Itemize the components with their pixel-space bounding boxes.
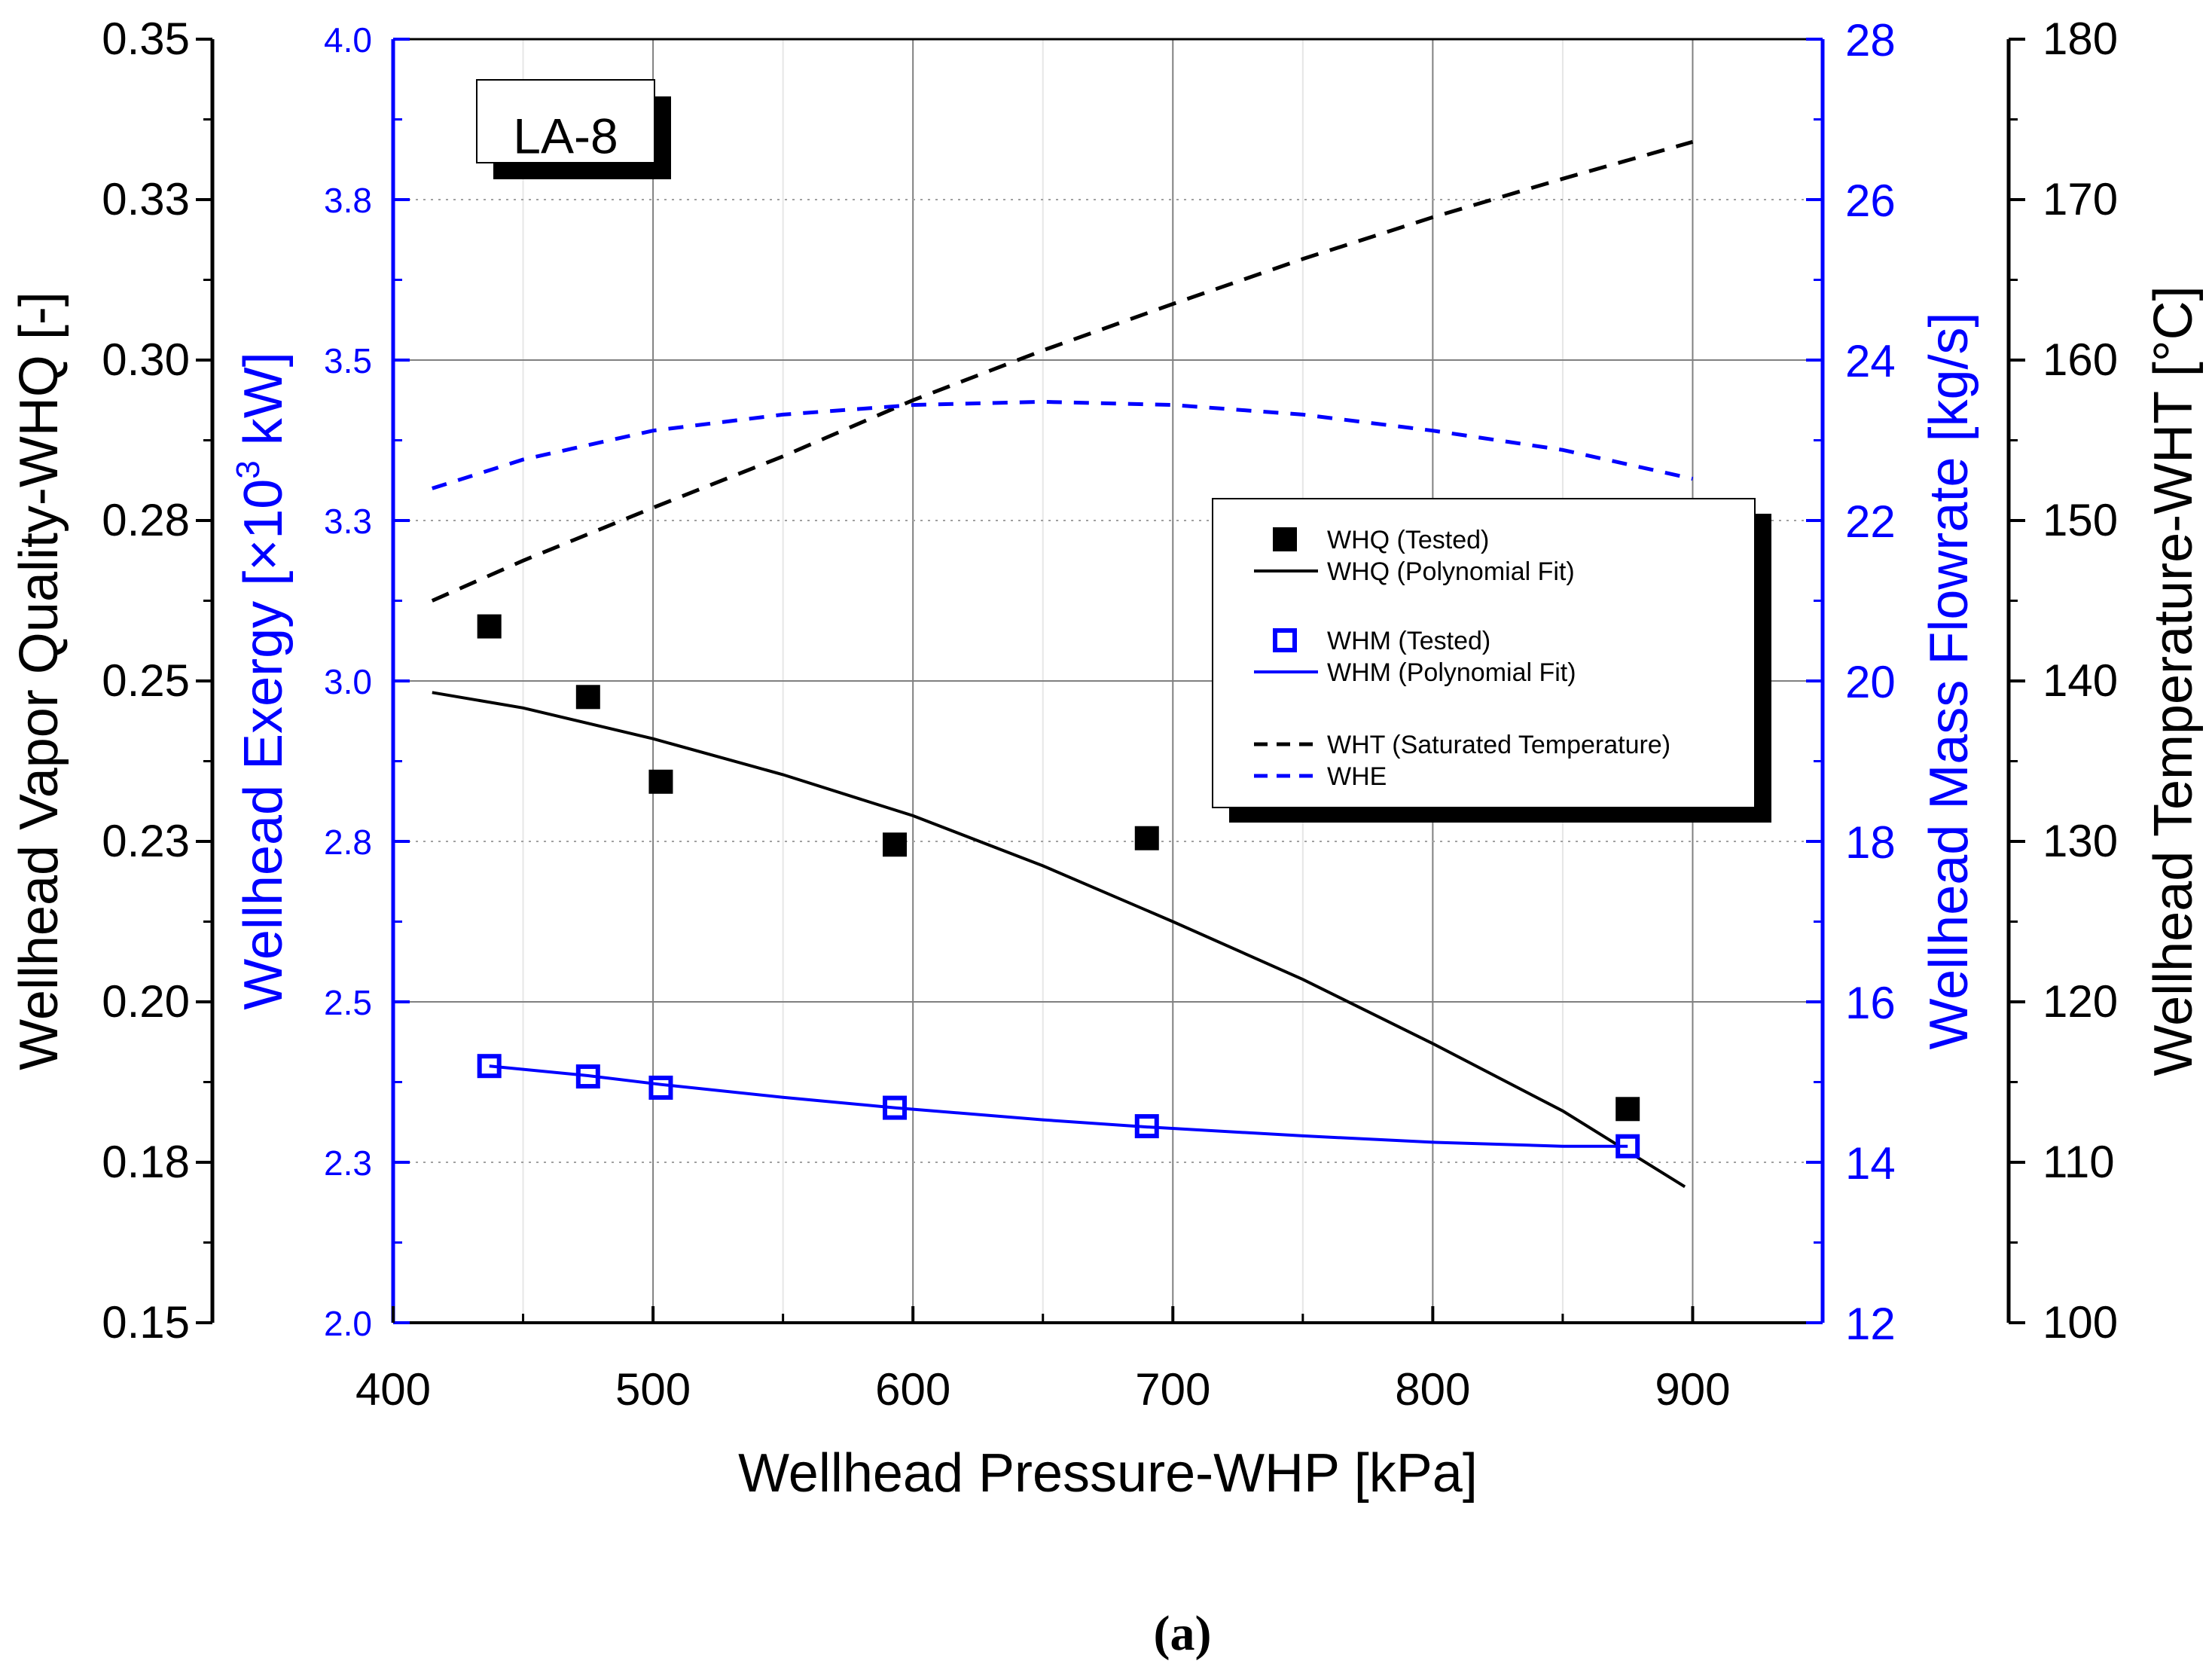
y-tick-label: 2.8 — [324, 823, 372, 862]
y-tick-label: 0.25 — [102, 655, 190, 706]
y-tick-label: 24 — [1845, 336, 1896, 386]
exergy-axis: 2.0 2.3 2.5 2.8 3.0 3.3 3.5 3.8 4.0 — [324, 20, 410, 1343]
data-point — [648, 1075, 673, 1100]
y-tick-label: 12 — [1845, 1299, 1896, 1349]
figure-caption: (a) — [1154, 1606, 1212, 1661]
series-layer — [431, 139, 1694, 1189]
y-tick-label: 2.3 — [324, 1143, 372, 1183]
y-tick-label: 2.0 — [324, 1304, 372, 1343]
x-tick-label: 900 — [1655, 1364, 1730, 1415]
series-line — [432, 691, 1686, 1189]
x-axis: 400 500 600 700 800 900 — [355, 1306, 1731, 1415]
y-tick-label: 180 — [2043, 14, 2118, 64]
y-tick-label: 130 — [2043, 816, 2118, 866]
x-axis-label: Wellhead Pressure-WHP [kPa] — [738, 1443, 1478, 1504]
y-tick-label: 14 — [1845, 1138, 1896, 1189]
legend-label: WHM (Polynomial Fit) — [1327, 658, 1576, 687]
legend-symbol — [1273, 628, 1297, 652]
x-tick-label: 700 — [1135, 1364, 1210, 1415]
left-axis: 0.15 0.18 0.20 0.23 0.25 0.28 0.30 0.33 0.35 — [102, 14, 215, 1348]
plot-label: LA-8 — [513, 108, 618, 163]
data-point — [1616, 1097, 1640, 1122]
y-tick-label: 2.5 — [324, 983, 372, 1022]
y-tick-label: 18 — [1845, 817, 1896, 868]
y-tick-label: 4.0 — [324, 20, 372, 60]
y-tick-label: 0.20 — [102, 976, 190, 1027]
y-tick-label: 0.15 — [102, 1297, 190, 1348]
x-tick-label: 500 — [615, 1364, 691, 1415]
data-point — [477, 614, 502, 639]
y-tick-label: 20 — [1845, 657, 1896, 707]
y-tick-label: 3.8 — [324, 181, 372, 220]
temperature-axis: 100 110 120 130 140 150 160 170 180 — [2006, 14, 2118, 1348]
y-tick-label: 160 — [2043, 334, 2118, 385]
mass-flowrate-axis: 12 14 16 18 20 22 24 26 28 — [1806, 15, 1896, 1349]
y-tick-label: 26 — [1845, 176, 1896, 226]
y-tick-label: 150 — [2043, 495, 2118, 545]
exergy-axis-label: Wellhead Exergy [×103 kW] — [230, 352, 294, 1010]
plot-frame — [393, 38, 1823, 1324]
y-tick-label: 0.28 — [102, 495, 190, 545]
y-tick-label: 0.30 — [102, 334, 190, 385]
y-tick-label: 3.0 — [324, 662, 372, 701]
y-tick-label: 120 — [2043, 976, 2118, 1027]
y-tick-label: 170 — [2043, 174, 2118, 224]
series-line — [431, 139, 1694, 603]
y-tick-label: 3.3 — [324, 502, 372, 541]
data-point — [648, 769, 673, 794]
y-tick-label: 0.33 — [102, 174, 190, 224]
y-tick-label: 0.35 — [102, 14, 190, 64]
y-tick-label: 28 — [1845, 15, 1896, 66]
mass-flowrate-axis-label: Wellhead Mass Flowrate [kg/s] — [1919, 312, 1979, 1049]
plot-label-box: LA-8 — [476, 79, 671, 179]
y-tick-label: 0.18 — [102, 1137, 190, 1187]
legend-label: WHT (Saturated Temperature) — [1327, 731, 1670, 759]
temperature-axis-label: Wellhead Temperature-WHT [°C] — [2143, 285, 2204, 1076]
legend-label: WHM (Tested) — [1327, 627, 1490, 655]
y-tick-label: 16 — [1845, 978, 1896, 1028]
y-tick-label: 3.5 — [324, 341, 372, 380]
data-point — [1134, 826, 1159, 850]
data-point — [883, 832, 908, 857]
legend-label: WHQ (Tested) — [1327, 526, 1489, 554]
y-tick-label: 100 — [2043, 1297, 2118, 1348]
legend-symbol — [1273, 527, 1297, 551]
y-tick-label: 0.23 — [102, 816, 190, 866]
legend-label: WHE — [1327, 762, 1387, 791]
x-tick-label: 400 — [355, 1364, 431, 1415]
x-tick-label: 800 — [1395, 1364, 1470, 1415]
data-point — [575, 685, 600, 710]
series-line — [489, 1064, 1628, 1148]
y-tick-label: 140 — [2043, 655, 2118, 706]
x-tick-label: 600 — [875, 1364, 950, 1415]
legend-label: WHQ (Polynomial Fit) — [1327, 557, 1575, 586]
y-tick-label: 22 — [1845, 496, 1896, 547]
left-axis-label: Wellhead Vapor Quality-WHQ [-] — [9, 292, 69, 1070]
y-tick-label: 110 — [2043, 1137, 2115, 1187]
legend: WHQ (Tested) WHQ (Polynomial Fit) WHM (Tes… — [1212, 498, 1771, 823]
